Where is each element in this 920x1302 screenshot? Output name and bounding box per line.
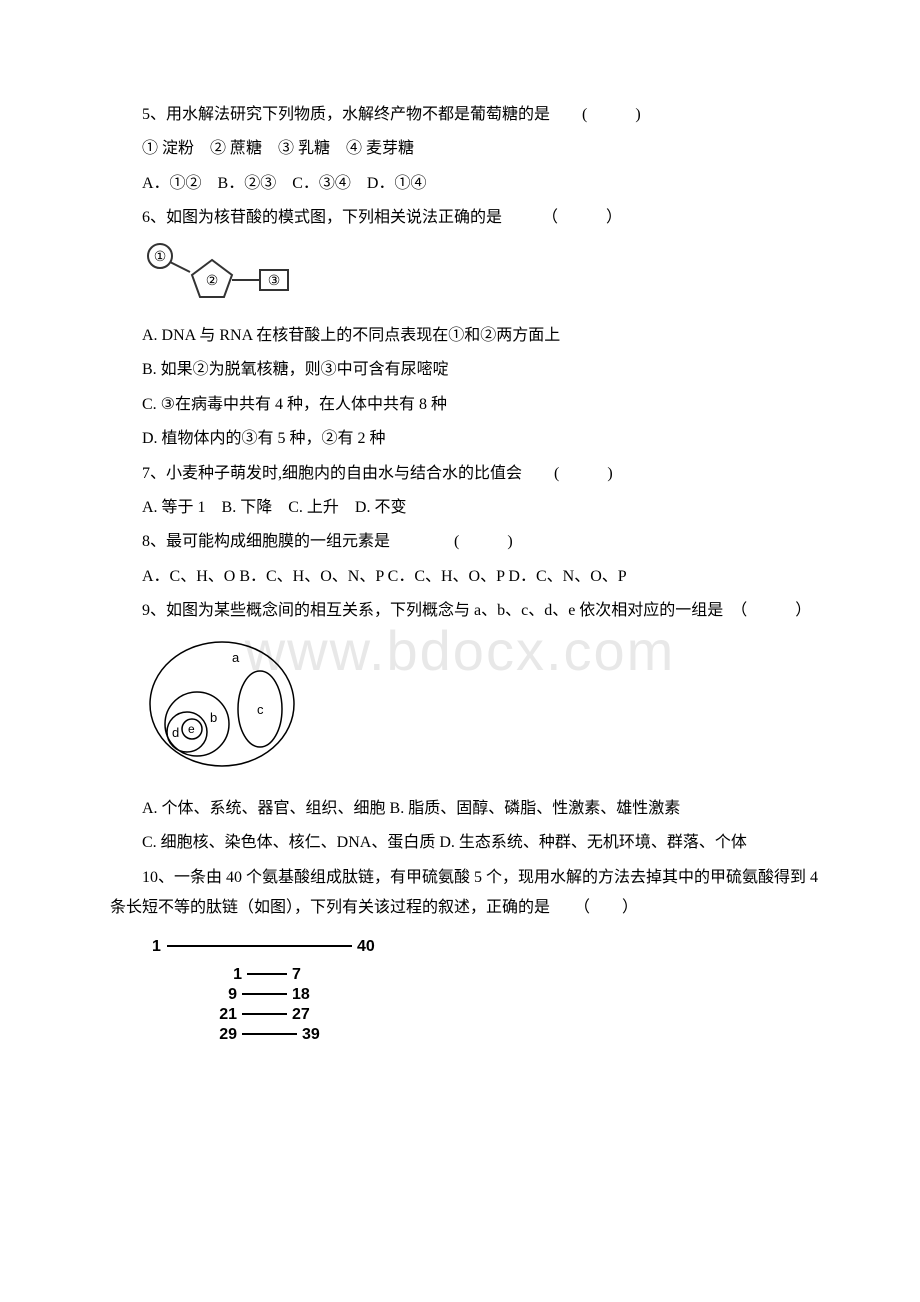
peptide-1-right: 40 — [357, 938, 375, 955]
q5-text: 5、用水解法研究下列物质，水解终产物不都是葡萄糖的是 ( ) — [110, 100, 825, 130]
q5-options: A．①② B．②③ C．③④ D．①④ — [110, 169, 825, 199]
nucleotide-label-2: ② — [206, 274, 219, 289]
venn-diagram: a c b d e — [142, 634, 825, 785]
q6-optB: B. 如果②为脱氧核糖，则③中可含有尿嘧啶 — [110, 355, 825, 385]
peptide-frag1-right: 7 — [292, 966, 301, 983]
nucleotide-bond-1 — [170, 262, 190, 272]
q7-options: A. 等于 1 B. 下降 C. 上升 D. 不变 — [110, 493, 825, 523]
nucleotide-diagram: ① ② ③ — [142, 242, 825, 313]
q5-items: ① 淀粉 ② 蔗糖 ③ 乳糖 ④ 麦芽糖 — [110, 134, 825, 164]
nucleotide-label-1: ① — [154, 250, 167, 265]
venn-label-e: e — [188, 722, 195, 736]
q6-optD: D. 植物体内的③有 5 种，②有 2 种 — [110, 424, 825, 454]
peptide-frag4-left: 29 — [219, 1026, 237, 1043]
venn-label-d: d — [172, 725, 179, 740]
peptide-diagram: 1 40 1 7 9 18 21 27 29 39 — [142, 931, 825, 1062]
peptide-1-left: 1 — [152, 938, 161, 955]
q6-optA: A. DNA 与 RNA 在核苷酸上的不同点表现在①和②两方面上 — [110, 321, 825, 351]
venn-label-c: c — [257, 702, 264, 717]
q8-text: 8、最可能构成细胞膜的一组元素是 ( ) — [110, 527, 825, 557]
q7-text: 7、小麦种子萌发时,细胞内的自由水与结合水的比值会 ( ) — [110, 459, 825, 489]
peptide-frag2-right: 18 — [292, 986, 310, 1003]
q6-text: 6、如图为核苷酸的模式图，下列相关说法正确的是 （ ） — [110, 203, 825, 233]
peptide-frag3-right: 27 — [292, 1006, 310, 1023]
venn-b-outer — [165, 692, 229, 756]
peptide-frag1: 1 — [233, 966, 242, 983]
venn-label-b: b — [210, 710, 217, 725]
peptide-frag2-left: 9 — [228, 986, 237, 1003]
peptide-frag3-left: 21 — [219, 1006, 237, 1023]
q6-optC: C. ③在病毒中共有 4 种，在人体中共有 8 种 — [110, 390, 825, 420]
q10-text: 10、一条由 40 个氨基酸组成肽链，有甲硫氨酸 5 个，现用水解的方法去掉其中… — [110, 863, 825, 924]
q8-options: A．C、H、O B．C、H、O、N、P C．C、H、O、P D．C、N、O、P — [110, 562, 825, 592]
venn-label-a: a — [232, 650, 240, 665]
q9-optAB: A. 个体、系统、器官、组织、细胞 B. 脂质、固醇、磷脂、性激素、雄性激素 — [110, 794, 825, 824]
q9-text: 9、如图为某些概念间的相互关系，下列概念与 a、b、c、d、e 依次相对应的一组… — [110, 596, 825, 626]
q9-optCD: C. 细胞核、染色体、核仁、DNA、蛋白质 D. 生态系统、种群、无机环境、群落… — [110, 828, 825, 858]
nucleotide-label-3: ③ — [268, 274, 281, 289]
peptide-frag4-right: 39 — [302, 1026, 320, 1043]
